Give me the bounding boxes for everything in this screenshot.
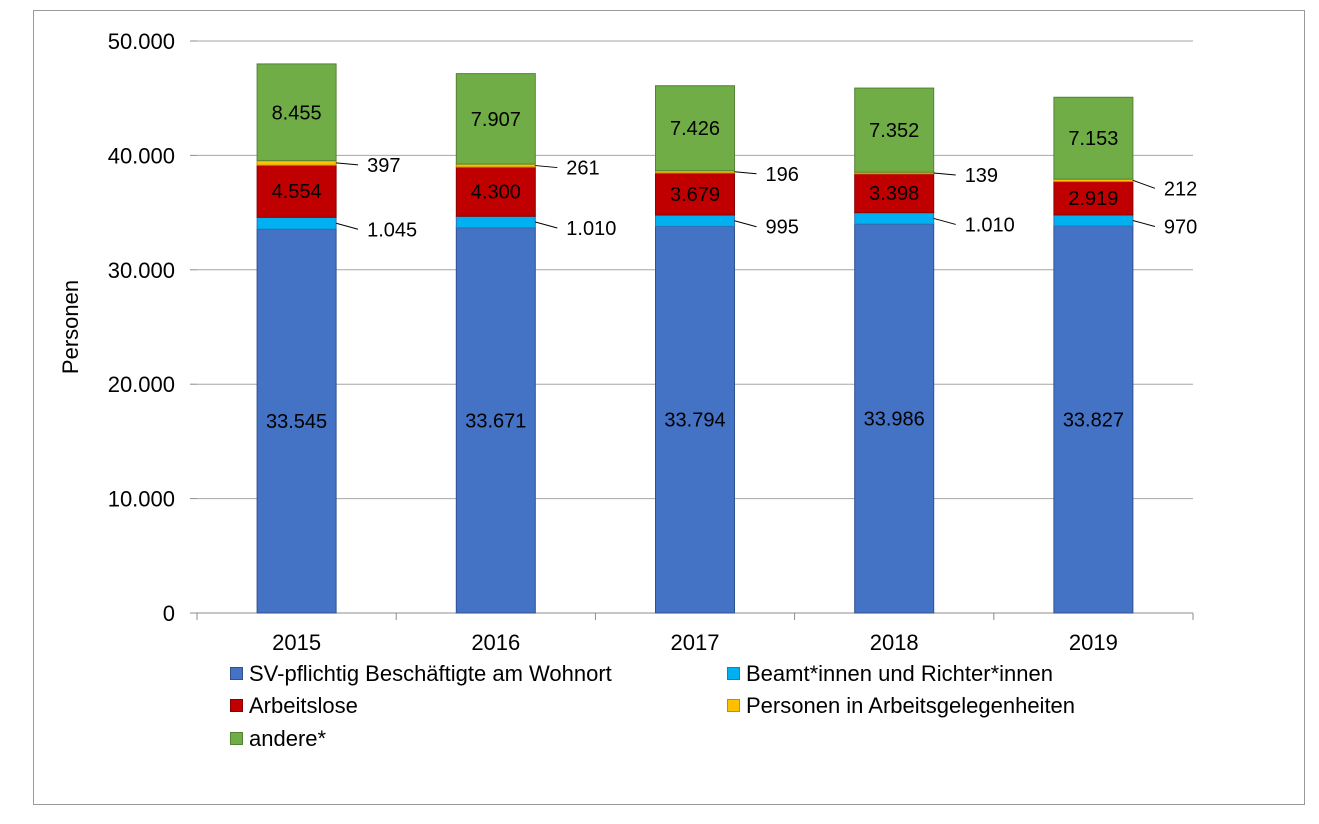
x-tick-label-2015: 2015 <box>272 630 321 655</box>
data-label-2015-series-1: 1.045 <box>367 219 417 241</box>
data-label-2018-series-3: 139 <box>965 165 998 187</box>
bar-2019-series-0 <box>1053 225 1134 614</box>
data-label-2019-series-4: 7.153 <box>1068 128 1118 150</box>
leader-line-2018-series-3 <box>933 172 956 176</box>
y-tick-label-3: 30.000 <box>108 258 175 283</box>
data-label-2019-series-2: 2.919 <box>1068 188 1118 210</box>
bar-2019-series-1 <box>1053 214 1134 227</box>
y-tick-label-5: 50.000 <box>108 29 175 54</box>
legend-label-arbeitslose: Arbeitslose <box>249 693 358 718</box>
y-tick-label-2: 20.000 <box>108 372 175 397</box>
legend-item-andere: andere* <box>230 726 326 752</box>
legend-item-beamte: Beamt*innen und Richter*innen <box>727 661 1053 687</box>
bar-2017-series-2 <box>655 172 735 216</box>
legend-swatch-sv-beschaeftigte <box>230 666 243 680</box>
bar-2018-series-4 <box>854 87 935 173</box>
data-label-2018-series-0: 33.986 <box>864 409 925 431</box>
legend-swatch-beamte <box>727 666 740 680</box>
data-label-2015-series-2: 4.554 <box>272 181 322 203</box>
bar-2018-series-2 <box>854 173 935 214</box>
data-label-2016-series-4: 7.907 <box>471 109 521 131</box>
bar-2015-series-4 <box>256 63 337 162</box>
data-label-2017-series-2: 3.679 <box>670 184 720 206</box>
legend-item-arbeitslose: Arbeitslose <box>230 693 358 719</box>
bar-2019-series-4 <box>1053 96 1134 180</box>
legend-label-arbeitsgelegenheiten: Personen in Arbeitsgelegenheiten <box>746 693 1076 718</box>
leader-line-2019-series-3 <box>1132 179 1156 189</box>
data-label-2019-series-3: 212 <box>1164 178 1197 200</box>
bar-2015-series-3 <box>256 160 337 166</box>
data-label-2018-series-4: 7.352 <box>869 120 919 142</box>
bar-2016-series-4 <box>455 73 536 165</box>
y-tick-label-1: 10.000 <box>108 487 175 512</box>
x-tick-label-2017: 2017 <box>671 630 720 655</box>
data-label-2019-series-0: 33.827 <box>1063 410 1124 432</box>
leader-line-2016-series-1 <box>535 221 558 229</box>
y-tick-label-4: 40.000 <box>108 143 175 168</box>
bar-2017-series-1 <box>655 214 735 227</box>
legend-label-sv-beschaeftigte: SV-pflichtig Beschäftigte am Wohnort <box>249 661 612 686</box>
x-tick-label-2018: 2018 <box>870 630 919 655</box>
bar-2016-series-2 <box>455 166 536 217</box>
legend-item-sv-beschaeftigte: SV-pflichtig Beschäftigte am Wohnort <box>230 661 612 687</box>
leader-line-2015-series-1 <box>335 222 359 230</box>
data-label-2015-series-3: 397 <box>367 155 400 177</box>
bar-2019-series-2 <box>1053 181 1134 216</box>
legend-swatch-arbeitslose <box>230 698 243 712</box>
leader-line-2018-series-1 <box>933 217 956 225</box>
bar-2018-series-1 <box>854 212 935 225</box>
data-label-2015-series-0: 33.545 <box>266 411 327 433</box>
data-label-2018-series-2: 3.398 <box>869 183 919 205</box>
bar-2016-series-1 <box>455 215 536 229</box>
data-label-2016-series-2: 4.300 <box>471 182 521 204</box>
x-tick-label-2016: 2016 <box>471 630 520 655</box>
leader-line-2019-series-1 <box>1132 219 1156 227</box>
data-label-2016-series-3: 261 <box>566 158 599 180</box>
bar-2015-series-1 <box>256 216 337 230</box>
leader-line-2017-series-3 <box>734 171 757 175</box>
data-label-2018-series-1: 1.010 <box>965 214 1015 236</box>
legend-label-andere: andere* <box>249 726 327 751</box>
bar-2017-series-0 <box>655 225 735 614</box>
data-label-2017-series-1: 995 <box>766 217 799 239</box>
bar-2016-series-0 <box>455 227 536 614</box>
legend-item-arbeitsgelegenheiten: Personen in Arbeitsgelegenheiten <box>727 693 1075 719</box>
bar-2017-series-4 <box>655 85 735 172</box>
leader-line-2017-series-1 <box>734 220 757 228</box>
data-label-2015-series-4: 8.455 <box>272 102 322 124</box>
leader-line-2015-series-3 <box>336 162 359 166</box>
data-label-2016-series-1: 1.010 <box>566 218 616 240</box>
bar-2015-series-0 <box>256 228 337 614</box>
x-tick-label-2019: 2019 <box>1069 630 1118 655</box>
data-label-2019-series-1: 970 <box>1164 216 1197 238</box>
legend-label-beamte: Beamt*innen und Richter*innen <box>746 661 1053 686</box>
bar-2015-series-2 <box>256 164 337 218</box>
data-label-2017-series-4: 7.426 <box>670 118 720 140</box>
leader-line-2016-series-3 <box>535 165 558 169</box>
y-axis-title: Personen <box>58 280 83 374</box>
data-label-2017-series-3: 196 <box>766 164 799 186</box>
data-label-2017-series-0: 33.794 <box>664 410 725 432</box>
chart-frame <box>33 10 1305 805</box>
legend-swatch-arbeitsgelegenheiten <box>727 698 740 712</box>
data-label-2016-series-0: 33.671 <box>465 410 526 432</box>
bar-2018-series-0 <box>854 223 935 614</box>
legend-swatch-andere <box>230 731 243 745</box>
y-tick-label-0: 0 <box>163 601 175 626</box>
